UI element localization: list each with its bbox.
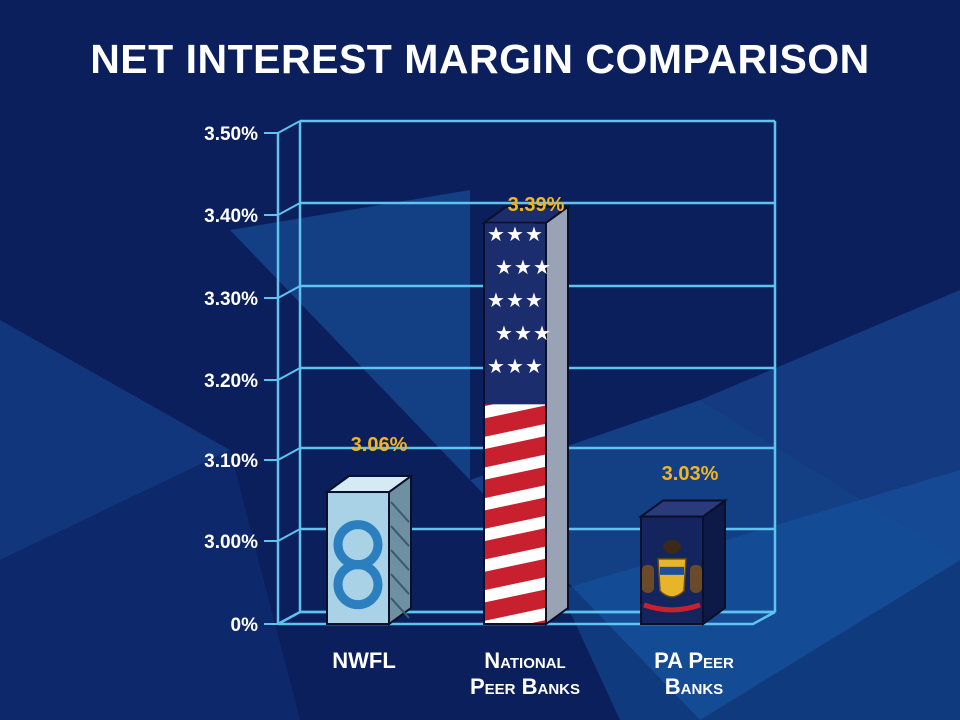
gridline-side-3.00% xyxy=(277,528,301,542)
category-label-national-peer-banks: National Peer Banks xyxy=(469,648,581,699)
star-icon: ★ xyxy=(533,255,551,279)
horse-left-icon xyxy=(642,564,654,593)
bar-top-1 xyxy=(323,475,415,494)
bar-side-hatch xyxy=(390,501,410,523)
value-label-1: 3.06% xyxy=(351,434,408,456)
gridline-side-3.40% xyxy=(277,202,301,216)
bg-triangle-2 xyxy=(230,190,470,480)
star-icon: ★ xyxy=(506,288,524,312)
ribbon-banner-icon xyxy=(643,602,701,613)
bar-side-hatch xyxy=(390,597,410,619)
star-icon: ★ xyxy=(525,222,543,246)
star-icon: ★ xyxy=(487,288,505,312)
floor xyxy=(277,610,776,626)
bg-triangle-6 xyxy=(560,470,960,720)
y-tick-label-3.20%: 3.20% xyxy=(204,371,258,392)
y-tick-label-3.10%: 3.10% xyxy=(204,451,258,472)
bar-side-hatch xyxy=(390,549,410,571)
category-label-pa-peer-banks: PA Peer Banks xyxy=(654,648,734,699)
bg-triangle-5 xyxy=(0,450,300,720)
star-icon: ★ xyxy=(487,354,505,378)
star-icon: ★ xyxy=(525,288,543,312)
background-triangles xyxy=(0,190,960,720)
bar-3 xyxy=(637,498,729,626)
bar-side-3 xyxy=(702,498,726,626)
coat-of-arms-shield-icon xyxy=(657,558,687,598)
star-icon: ★ xyxy=(487,222,505,246)
bar-side-hatch xyxy=(390,525,410,547)
us-flag-canton xyxy=(485,223,545,405)
y-tick-label-3.30%: 3.30% xyxy=(204,289,258,310)
star-icon: ★ xyxy=(533,321,551,345)
bar-side-hatch xyxy=(390,573,410,595)
bars: ★ ★ ★★ ★ ★★ ★ ★★ ★ ★★ ★ ★ xyxy=(323,204,729,626)
star-icon: ★ xyxy=(514,255,532,279)
star-icon: ★ xyxy=(525,354,543,378)
horse-right-icon xyxy=(690,564,702,593)
value-labels: 3.06% 3.39% 3.03% xyxy=(351,194,719,485)
shield-band xyxy=(660,566,684,575)
eagle-icon xyxy=(663,539,681,554)
category-label-nwfl: NWFL xyxy=(332,648,396,673)
star-icon: ★ xyxy=(514,321,532,345)
gridline-side-3.10% xyxy=(277,447,301,461)
gridline-side-3.50% xyxy=(277,120,301,134)
value-label-2: 3.39% xyxy=(508,194,565,216)
bar-2: ★ ★ ★★ ★ ★★ ★ ★★ ★ ★★ ★ ★ xyxy=(480,204,572,626)
bg-triangle-1 xyxy=(0,320,230,560)
bar-1 xyxy=(323,474,415,626)
gridline-side-3.30% xyxy=(277,285,301,299)
chart-title: NET INTEREST MARGIN COMPARISON xyxy=(90,36,870,82)
bar-top-3 xyxy=(637,499,729,518)
bank-logo-icon-lower xyxy=(333,560,383,610)
y-axis-ticks: 0% 3.00% 3.10% 3.20% 3.30% 3.40% 3.50% xyxy=(204,124,278,636)
bar-top-2 xyxy=(480,205,572,224)
star-icon: ★ xyxy=(495,321,513,345)
y-tick-label-3.50%: 3.50% xyxy=(204,124,258,145)
y-tick-label-0%: 0% xyxy=(231,615,259,636)
y-tick-label-3.00%: 3.00% xyxy=(204,532,258,553)
star-icon: ★ xyxy=(506,222,524,246)
value-label-3: 3.03% xyxy=(662,463,719,485)
gridline-side-3.20% xyxy=(277,367,301,381)
star-icon: ★ xyxy=(495,255,513,279)
star-icon: ★ xyxy=(506,354,524,378)
bg-triangle-4 xyxy=(700,290,960,560)
y-tick-label-3.40%: 3.40% xyxy=(204,206,258,227)
